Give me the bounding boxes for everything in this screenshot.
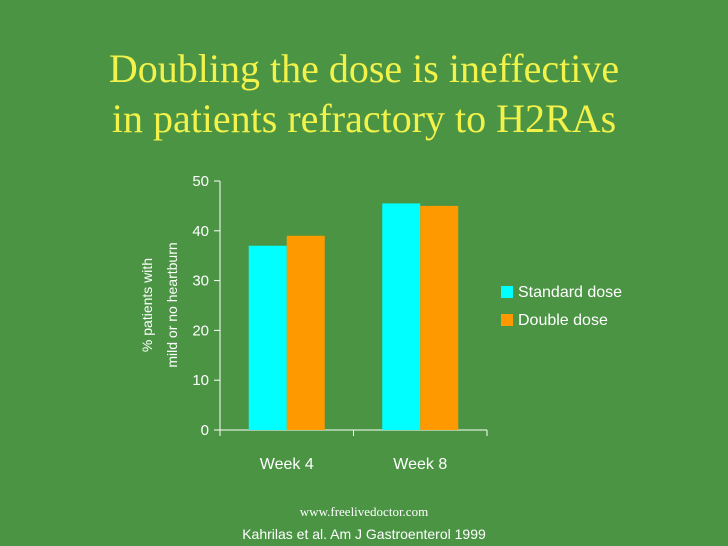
slide-title-line-2: in patients refractory to H2RAs [111, 96, 617, 141]
legend-label-standard-dose: Standard dose [518, 284, 622, 301]
legend-swatch-double-dose [501, 314, 513, 326]
y-tick-label: 50 [192, 173, 209, 190]
watermark-url: www.freelivedoctor.com [299, 504, 429, 519]
legend-swatch-standard-dose [501, 286, 513, 298]
y-tick-label: 0 [201, 422, 209, 439]
y-tick-label: 20 [192, 322, 209, 339]
slide-title-line-1: Doubling the dose is ineffective [108, 46, 620, 91]
y-tick-label: 30 [192, 273, 209, 290]
bar-standard-dose [382, 203, 421, 430]
x-category-label: Week 4 [260, 456, 314, 473]
bar-double-dose [286, 235, 325, 430]
y-axis-label-line-1: % patients with [139, 258, 155, 352]
legend-label-double-dose: Double dose [518, 312, 608, 329]
x-category-label: Week 8 [393, 456, 447, 473]
bar-standard-dose [248, 245, 287, 430]
y-tick-label: 10 [192, 372, 209, 389]
y-tick-label: 40 [192, 223, 209, 240]
citation: Kahrilas et al. Am J Gastroenterol 1999 [242, 526, 486, 542]
slide-title: Doubling the dose is ineffective in pati… [0, 44, 728, 144]
bar-double-dose [420, 205, 459, 430]
y-axis-label-line-2: mild or no heartburn [164, 242, 180, 367]
